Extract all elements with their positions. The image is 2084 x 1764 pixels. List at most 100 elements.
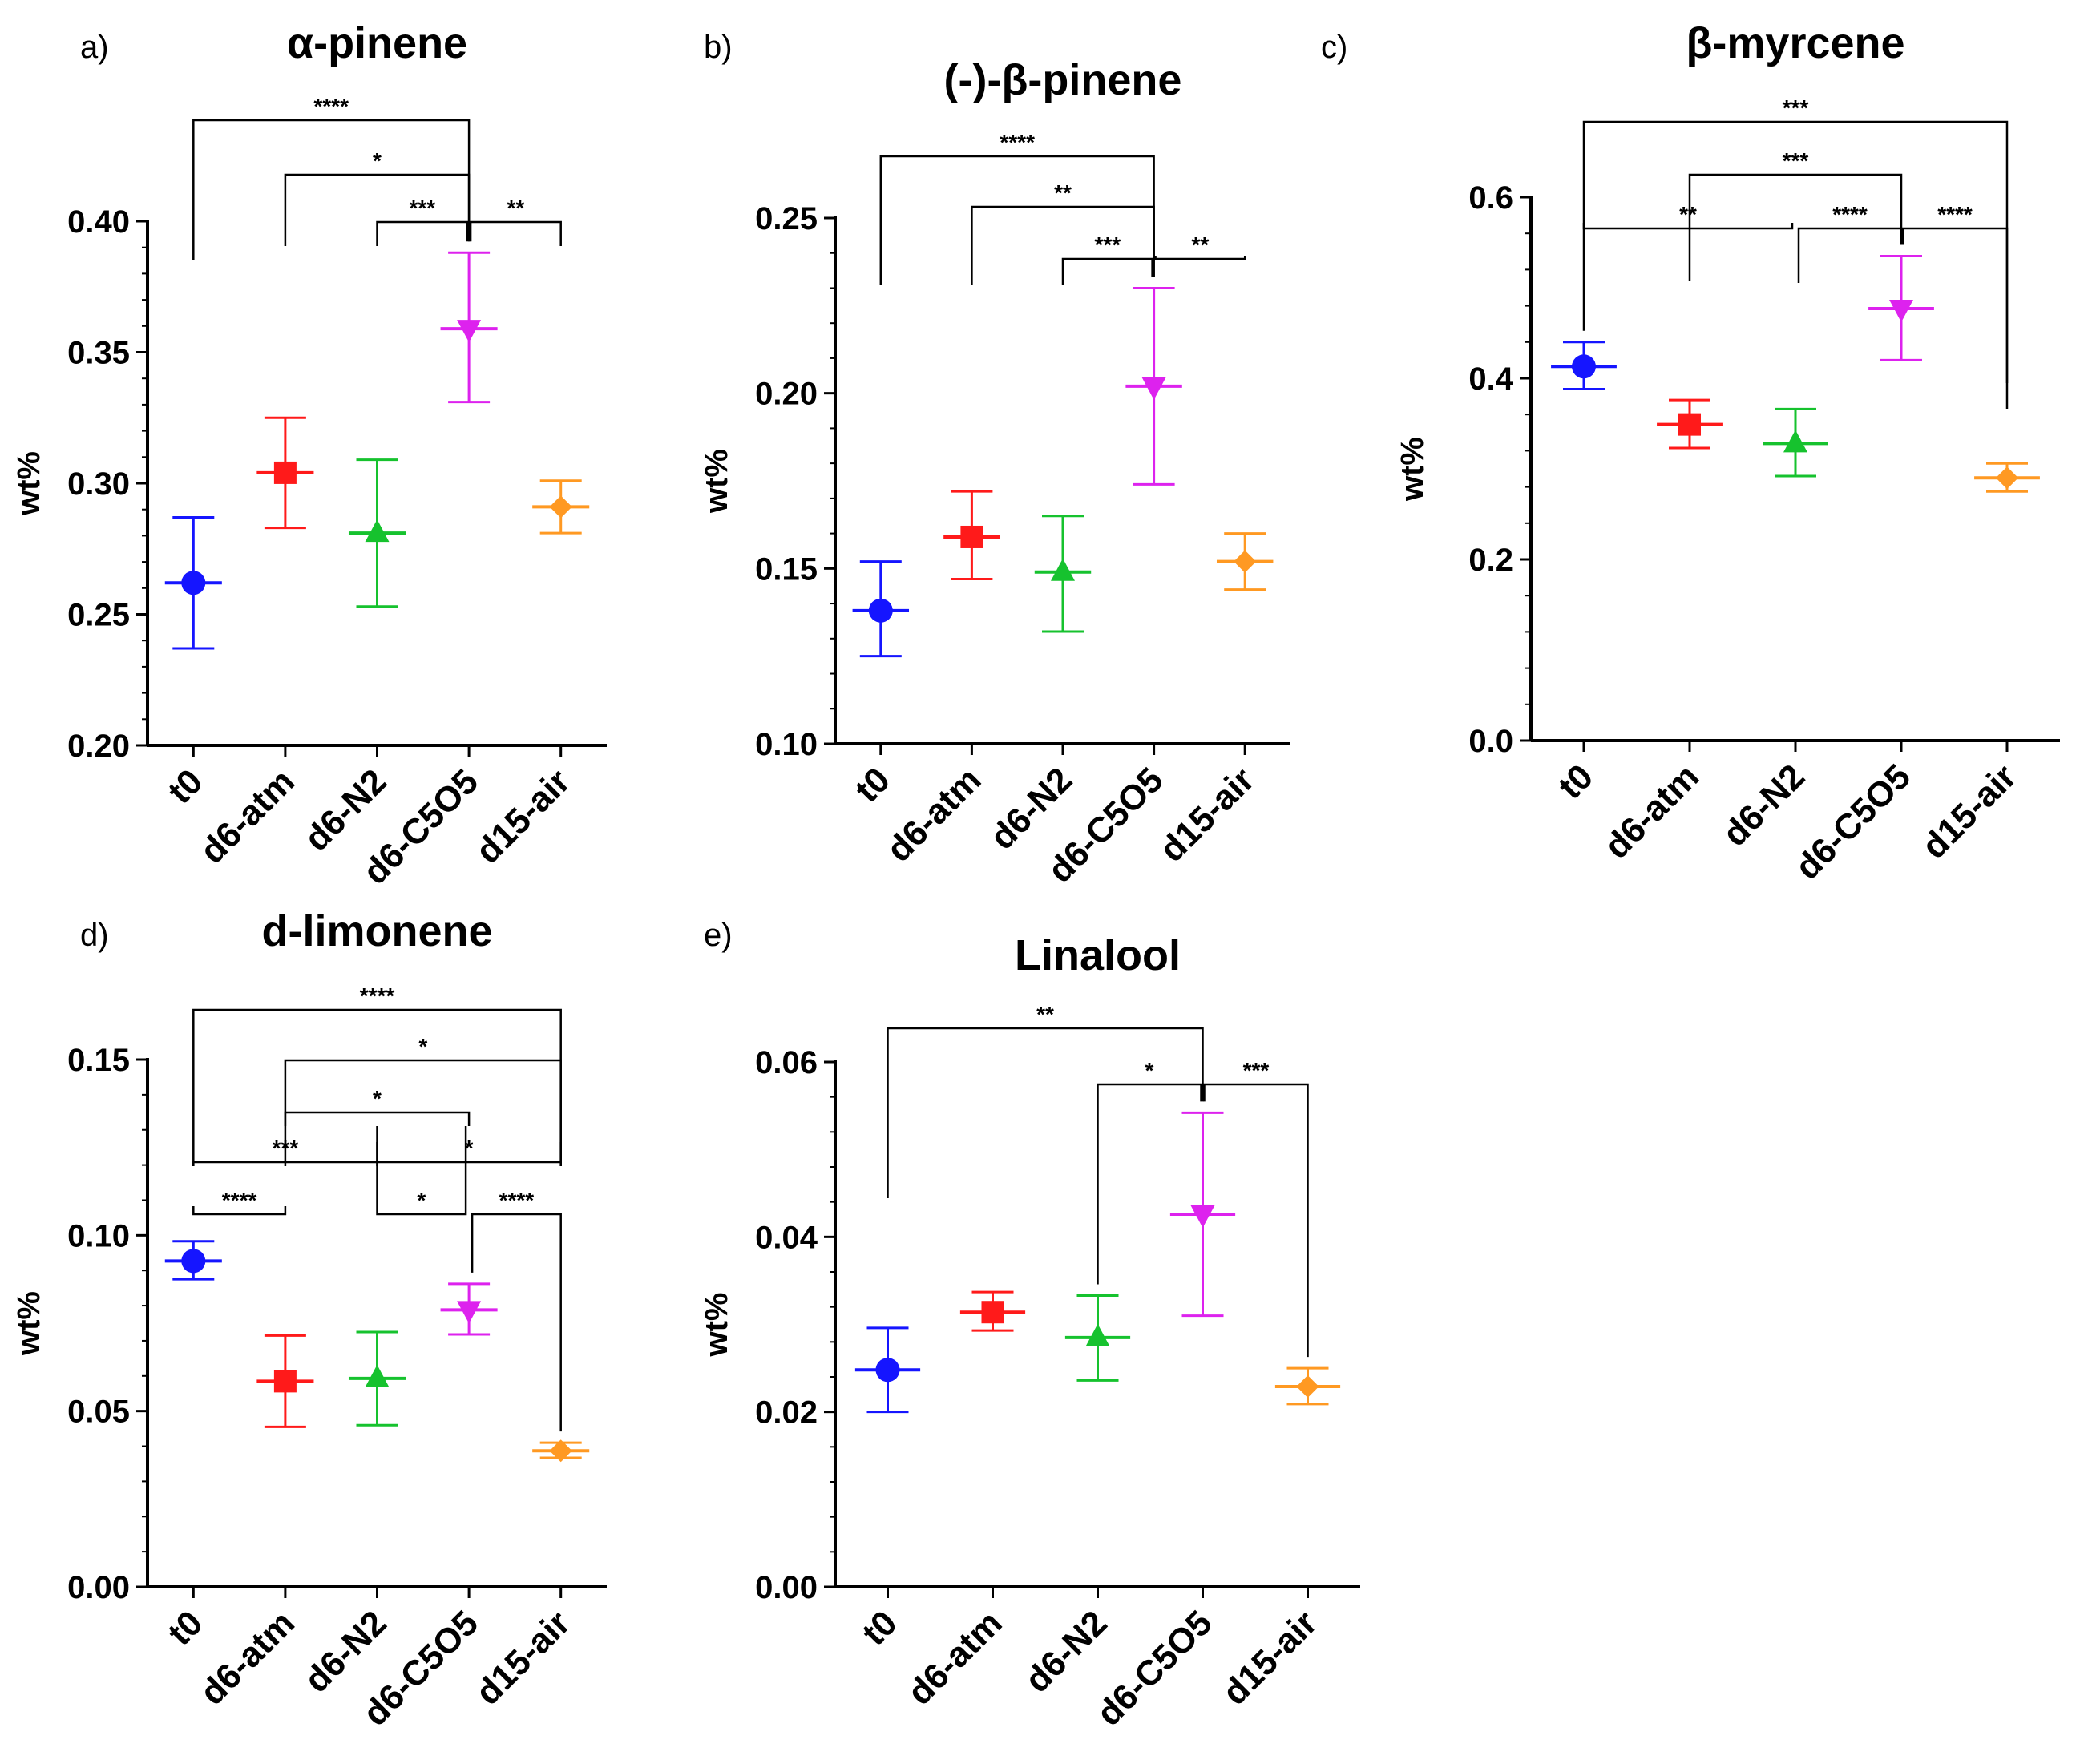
marker-square [981, 1301, 1004, 1324]
significance-label: **** [1832, 202, 1868, 227]
marker-triangle-down [457, 320, 482, 343]
x-tick-label: d6-N2 [1017, 1603, 1114, 1700]
panel-label: d) [80, 918, 109, 953]
marker-diamond [1234, 550, 1257, 573]
y-tick-label: 0.02 [755, 1395, 818, 1431]
significance-bracket [1901, 227, 2009, 409]
marker-triangle-up [365, 1364, 390, 1387]
significance-bracket [192, 119, 471, 260]
y-tick-label: 0.10 [755, 727, 818, 762]
marker-diamond [549, 495, 572, 519]
y-tick-label: 0.04 [755, 1220, 818, 1255]
marker-square [273, 461, 297, 484]
marker-circle [875, 1358, 900, 1383]
marker-circle [181, 1249, 206, 1274]
y-tick-label: 0.6 [1468, 180, 1513, 216]
marker-square [960, 525, 983, 548]
significance-bracket [887, 1027, 1204, 1198]
y-tick-label: 0.06 [755, 1045, 818, 1080]
y-axis-title: wt% [699, 449, 734, 514]
x-tick-label: d15-air [468, 761, 578, 871]
significance-label: **** [360, 983, 395, 1008]
significance-label: ** [1192, 232, 1210, 257]
significance-label: * [1145, 1058, 1154, 1083]
x-tick-label: d15-air [1215, 1603, 1325, 1713]
x-tick-label: d6-C5O5 [1787, 757, 1918, 887]
y-axis-title: wt% [699, 1293, 734, 1358]
marker-square [273, 1370, 297, 1393]
significance-bracket [471, 1213, 562, 1432]
significance-bracket [1154, 256, 1246, 260]
marker-diamond [1296, 1375, 1319, 1399]
significance-bracket [284, 1111, 471, 1126]
chart-title: β-myrcene [1686, 19, 1904, 67]
y-tick-label: 0.15 [755, 551, 818, 587]
significance-label: **** [1000, 130, 1035, 155]
x-tick-label: d6-atm [900, 1603, 1010, 1713]
y-axis-title: wt% [1395, 437, 1430, 502]
significance-bracket [1061, 257, 1153, 285]
significance-label: **** [1937, 202, 1973, 227]
marker-triangle-down [1190, 1205, 1215, 1228]
x-tick-label: d15-air [1914, 757, 2024, 866]
significance-label: * [373, 148, 382, 173]
chart-title: α-pinene [287, 19, 467, 67]
significance-bracket [1582, 223, 1794, 230]
panel-label: a) [80, 30, 109, 65]
marker-triangle-up [1051, 558, 1075, 581]
panel-label: c) [1321, 30, 1347, 65]
y-tick-label: 0.35 [67, 336, 130, 371]
marker-diamond [549, 1439, 572, 1463]
chart-title: Linalool [1015, 931, 1181, 979]
marker-triangle-up [1783, 430, 1807, 453]
significance-bracket [284, 173, 471, 246]
marker-square [1678, 413, 1701, 436]
significance-bracket [469, 220, 562, 246]
x-tick-label: t0 [848, 760, 898, 809]
y-tick-label: 0.40 [67, 204, 130, 240]
marker-triangle-up [1085, 1323, 1110, 1346]
panel-d: d) d-limonene wt% 0.00 0.05 0.10 0.15 t0d6-a… [11, 907, 607, 1734]
significance-bracket [376, 220, 469, 246]
significance-label: * [418, 1034, 427, 1059]
x-tick-label: d6-atm [879, 760, 989, 870]
y-tick-label: 0.05 [67, 1395, 130, 1430]
marker-triangle-down [1141, 377, 1166, 400]
panel-b: b) (-)-β-pinene wt% 0.10 0.15 0.20 0.25 t0d6… [699, 30, 1290, 890]
marker-triangle-down [457, 1301, 482, 1324]
significance-bracket [1097, 1083, 1202, 1285]
significance-label: **** [313, 94, 349, 119]
significance-label: * [417, 1188, 426, 1213]
y-tick-label: 0.25 [755, 201, 818, 236]
significance-bracket [1797, 227, 1903, 283]
y-tick-label: 0.30 [67, 466, 130, 502]
y-tick-label: 0.4 [1468, 361, 1513, 397]
significance-label: ** [507, 196, 525, 220]
chart-title: d-limonene [261, 907, 492, 955]
marker-circle [181, 571, 206, 595]
significance-label: *** [1094, 232, 1121, 257]
significance-label: * [373, 1086, 382, 1111]
significance-bracket [879, 155, 1155, 285]
panel-label: b) [704, 30, 733, 65]
significance-label: * [465, 1136, 474, 1161]
marker-circle [868, 598, 893, 623]
x-tick-label: d6-atm [192, 1603, 302, 1713]
significance-label: ** [1679, 202, 1697, 227]
y-axis-title: wt% [11, 451, 46, 516]
y-tick-label: 0.15 [67, 1043, 130, 1078]
y-tick-label: 0.2 [1468, 543, 1513, 578]
significance-bracket [1203, 1083, 1309, 1358]
x-tick-label: t0 [160, 1603, 210, 1653]
x-tick-label: d15-air [1153, 760, 1262, 870]
x-tick-label: d6-C5O5 [1089, 1603, 1220, 1734]
x-tick-label: t0 [1551, 757, 1601, 806]
panel-label: e) [704, 918, 733, 953]
y-tick-label: 0.20 [67, 729, 130, 764]
y-tick-label: 0.25 [67, 598, 130, 633]
x-tick-label: d15-air [468, 1603, 578, 1713]
significance-label: ** [1054, 180, 1072, 205]
significance-label: ** [1036, 1002, 1054, 1027]
